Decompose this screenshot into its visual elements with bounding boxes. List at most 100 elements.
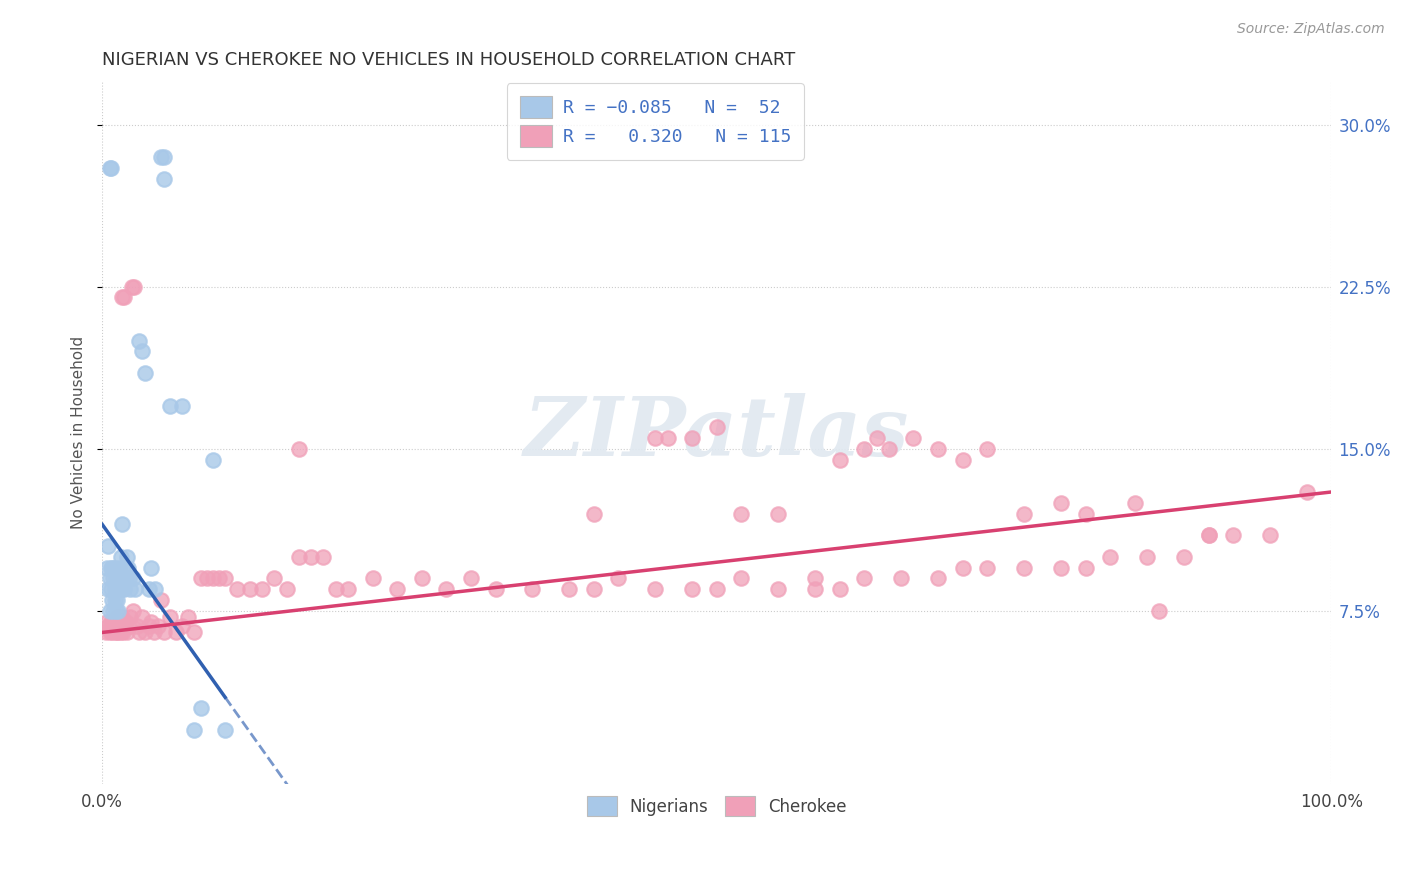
Point: [190, 701, 212, 715]
Point: [138, 582, 160, 597]
Point: [103, 582, 125, 597]
Point: [1123, 496, 1146, 510]
Point: [1295, 485, 1317, 500]
Point: [361, 571, 384, 585]
Point: [681, 582, 703, 597]
Point: [110, 615, 132, 629]
Point: [312, 549, 335, 564]
Point: [134, 366, 156, 380]
Point: [1050, 496, 1073, 510]
Point: [434, 582, 457, 597]
Point: [1136, 549, 1159, 564]
Point: [853, 571, 876, 585]
Point: [768, 507, 790, 521]
Point: [115, 549, 138, 564]
Point: [103, 571, 125, 585]
Point: [101, 625, 124, 640]
Point: [112, 290, 135, 304]
Point: [387, 582, 409, 597]
Point: [214, 723, 236, 737]
Point: [877, 442, 900, 456]
Point: [100, 560, 122, 574]
Point: [111, 517, 134, 532]
Point: [105, 625, 128, 640]
Point: [108, 560, 131, 574]
Point: [460, 571, 482, 585]
Point: [804, 571, 827, 585]
Point: [107, 619, 129, 633]
Point: [110, 582, 132, 597]
Legend: Nigerians, Cherokee: Nigerians, Cherokee: [578, 788, 855, 824]
Point: [112, 619, 135, 633]
Point: [183, 723, 205, 737]
Y-axis label: No Vehicles in Household: No Vehicles in Household: [72, 336, 86, 529]
Point: [97, 582, 120, 597]
Point: [143, 582, 166, 597]
Point: [121, 279, 143, 293]
Point: [114, 571, 136, 585]
Point: [730, 571, 752, 585]
Point: [96, 560, 118, 574]
Point: [1258, 528, 1281, 542]
Point: [122, 279, 145, 293]
Point: [190, 571, 212, 585]
Point: [172, 399, 194, 413]
Point: [1198, 528, 1220, 542]
Point: [804, 582, 827, 597]
Point: [131, 610, 153, 624]
Point: [108, 582, 131, 597]
Point: [117, 560, 139, 574]
Point: [96, 615, 118, 629]
Point: [952, 560, 974, 574]
Point: [131, 344, 153, 359]
Point: [263, 571, 285, 585]
Point: [976, 442, 998, 456]
Point: [142, 625, 165, 640]
Point: [484, 582, 506, 597]
Point: [100, 161, 122, 175]
Point: [582, 507, 605, 521]
Point: [201, 452, 224, 467]
Point: [120, 610, 142, 624]
Point: [103, 593, 125, 607]
Point: [103, 560, 125, 574]
Point: [122, 571, 145, 585]
Point: [100, 582, 122, 597]
Point: [226, 582, 249, 597]
Point: [644, 582, 666, 597]
Point: [111, 619, 134, 633]
Point: [104, 619, 127, 633]
Point: [1173, 549, 1195, 564]
Point: [1012, 560, 1035, 574]
Point: [177, 610, 200, 624]
Point: [853, 442, 876, 456]
Point: [118, 571, 141, 585]
Point: [159, 610, 181, 624]
Point: [105, 610, 128, 624]
Point: [288, 549, 311, 564]
Point: [141, 615, 163, 629]
Point: [976, 560, 998, 574]
Point: [828, 582, 851, 597]
Point: [100, 615, 122, 629]
Point: [105, 582, 128, 597]
Point: [1050, 560, 1073, 574]
Point: [522, 582, 544, 597]
Text: NIGERIAN VS CHEROKEE NO VEHICLES IN HOUSEHOLD CORRELATION CHART: NIGERIAN VS CHEROKEE NO VEHICLES IN HOUS…: [103, 51, 796, 69]
Point: [828, 452, 851, 467]
Point: [125, 619, 148, 633]
Point: [288, 442, 311, 456]
Point: [890, 571, 912, 585]
Point: [104, 604, 127, 618]
Point: [239, 582, 262, 597]
Point: [97, 619, 120, 633]
Point: [103, 625, 125, 640]
Point: [1222, 528, 1244, 542]
Point: [208, 571, 231, 585]
Point: [706, 420, 728, 434]
Point: [214, 571, 236, 585]
Point: [134, 625, 156, 640]
Point: [115, 625, 138, 640]
Point: [903, 431, 925, 445]
Point: [104, 571, 127, 585]
